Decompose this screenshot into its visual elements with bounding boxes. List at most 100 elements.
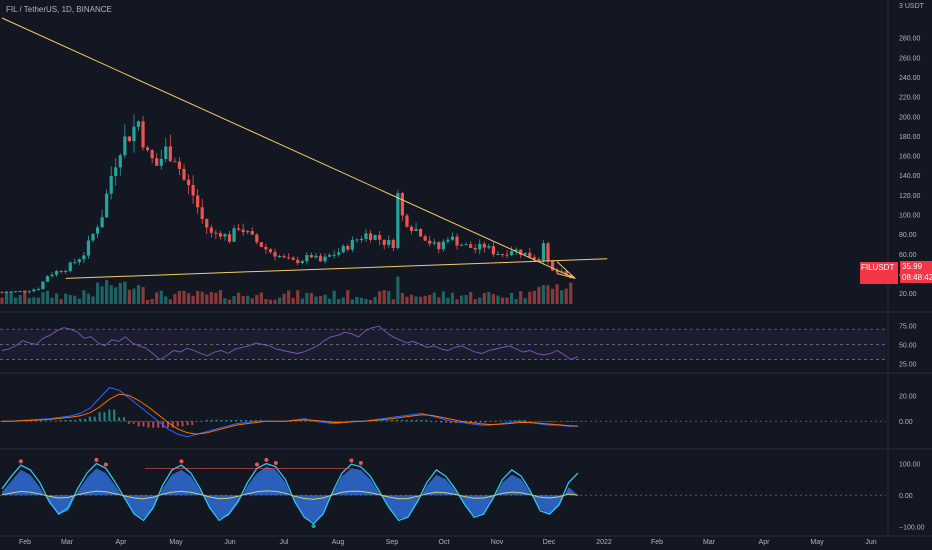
volume-bar-50	[227, 299, 232, 304]
symbol-legend[interactable]: FIL / TetherUS, 1D, BINANCE	[6, 5, 112, 14]
candle-body-93	[423, 236, 427, 241]
volume-bar-9	[41, 292, 45, 304]
volume-bar-5	[23, 290, 27, 304]
volume-bar-124	[564, 288, 568, 304]
macd-hist-6-0	[59, 420, 62, 422]
volume-bar-93	[423, 295, 427, 304]
macd-hist-6-1	[64, 420, 67, 422]
macd-hist-52-0	[508, 420, 511, 422]
volume-bar-47	[214, 292, 218, 304]
trendline-3	[556, 273, 576, 279]
volume-bar-2	[9, 292, 13, 304]
price-tick-1: 260.00	[899, 55, 921, 62]
candle-body-115	[523, 252, 527, 255]
candle-body-46	[209, 227, 213, 233]
volume-bar-35	[159, 290, 163, 304]
volume-bar-62	[282, 293, 286, 304]
volume-bar-22	[100, 286, 104, 304]
volume-bar-116	[528, 291, 532, 304]
osc-tick-0: 100.00	[899, 462, 921, 469]
volume-bar-13	[59, 299, 63, 304]
candle-body-45	[205, 218, 209, 228]
candle-body-41	[186, 179, 191, 186]
volume-bar-30	[136, 285, 141, 304]
candle-body-88	[400, 193, 404, 216]
osc-line	[1, 462, 579, 525]
candle-body-92	[419, 229, 423, 237]
candle-body-104	[473, 247, 477, 250]
osc-tick-1: 0.00	[899, 493, 913, 500]
volume-bar-39	[177, 290, 182, 304]
macd-hist-24-1	[240, 419, 243, 422]
volume-bar-57	[259, 292, 263, 304]
candle-body-58	[264, 246, 268, 250]
macd-hist-55-0	[537, 421, 540, 422]
volume-bar-111	[505, 297, 509, 304]
candle-body-90	[409, 226, 414, 231]
candle-body-63	[287, 257, 291, 259]
candle-body-55	[250, 231, 254, 235]
macd-hist-24-0	[235, 419, 238, 422]
candle-body-44	[200, 207, 204, 219]
volume-bar-79	[359, 297, 364, 304]
candle-body-79	[359, 239, 364, 241]
macd-hist-9-0	[88, 416, 91, 422]
osc-dot-38	[358, 460, 363, 465]
trendline-2	[556, 261, 576, 279]
volume-bar-66	[300, 298, 304, 304]
macd-hist-7-1	[74, 419, 77, 422]
macd-hist-35-0	[342, 421, 345, 422]
volume-bar-109	[496, 295, 500, 304]
volume-bar-92	[419, 296, 423, 304]
candle-body-18	[82, 255, 86, 260]
candle-body-109	[496, 253, 500, 255]
candle-body-24	[109, 175, 113, 194]
candle-body-60	[273, 252, 277, 257]
candle-body-34	[155, 158, 159, 166]
time-tick-1: Mar	[61, 539, 74, 546]
candle-body-118	[537, 259, 541, 261]
candle-body-67	[305, 255, 309, 262]
macd-hist-5-1	[54, 420, 57, 422]
macd-hist-26-0	[254, 419, 257, 422]
osc-dot-27	[254, 462, 259, 467]
time-tick-13: Mar	[703, 539, 716, 546]
candle-body-14	[64, 271, 68, 273]
candle-body-49	[223, 234, 227, 237]
candle-body-53	[241, 229, 245, 233]
volume-bar-82	[373, 296, 377, 304]
candle-body-59	[268, 249, 273, 253]
price-scale-unit: 3 USDT	[899, 3, 924, 10]
candle-body-101	[459, 244, 464, 246]
trendlines[interactable]	[1, 17, 608, 279]
macd-hist-9-1	[93, 416, 96, 422]
candle-body-9	[41, 281, 45, 290]
volume-bar-58	[264, 298, 268, 304]
volume-bar-31	[141, 287, 145, 304]
volume-bar-36	[164, 296, 168, 304]
volume-bar-81	[368, 299, 373, 304]
macd-hist-18-0	[176, 421, 179, 427]
volume-bar-54	[246, 295, 250, 304]
macd-hist-48-0	[469, 421, 472, 423]
time-tick-2: Apr	[116, 539, 128, 546]
candle-body-42	[191, 185, 195, 196]
macd-hist-14-1	[142, 421, 145, 427]
volume-bar-114	[519, 291, 523, 304]
volume-bar-21	[95, 282, 100, 304]
volume-bar-104	[473, 299, 477, 304]
macd-hist-50-1	[493, 421, 496, 422]
candle-body-26	[118, 155, 122, 168]
macd-hist-3-1	[35, 420, 38, 422]
osc-signal-line	[1, 490, 579, 500]
macd-hist-23-1	[230, 419, 233, 422]
candle-body-73	[332, 254, 336, 256]
volume-bar-6	[27, 298, 31, 304]
macd-hist-10-0	[98, 412, 101, 422]
volume-bar-48	[218, 290, 222, 304]
macd-hist-54-1	[532, 421, 535, 422]
macd-hist-33-0	[323, 421, 326, 423]
candle-body-117	[532, 257, 536, 260]
candle-body-91	[414, 229, 418, 231]
